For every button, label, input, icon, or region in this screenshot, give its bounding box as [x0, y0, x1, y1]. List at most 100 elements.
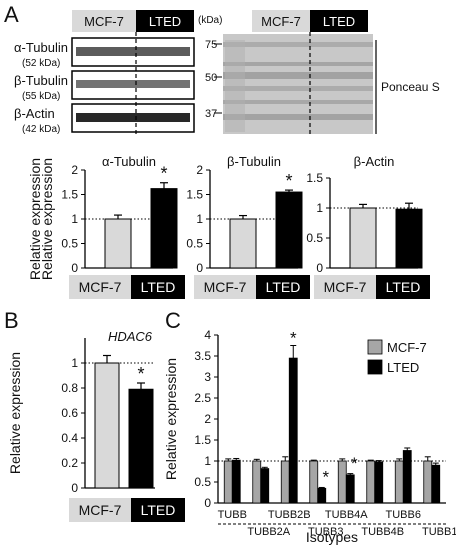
bar-tubb2b-mcf-7 [280, 460, 290, 504]
y-tick-label: 0.8 [61, 381, 78, 395]
category-label: TUBB1 [422, 526, 456, 538]
y-tick-label: 1 [316, 201, 323, 215]
bar-tubb-lted [231, 459, 241, 504]
category-label: MCF-7 [79, 279, 122, 295]
blot-row-label: β-Tubulin [14, 73, 68, 88]
category-pill-lted [256, 275, 310, 299]
y-tick-label: 2 [71, 163, 78, 177]
bar-tubb2a-lted [260, 468, 270, 504]
panel-letter-b: B [4, 308, 19, 333]
y-tick-label: 3.5 [194, 349, 211, 363]
panel-letter-c: C [165, 308, 181, 333]
y-tick-label: 0.5 [61, 237, 78, 251]
bar-tubb6-lted [402, 450, 412, 504]
bar-tubb-mcf-7 [223, 460, 233, 504]
ponceau-mcf7-header: MCF-7 [252, 10, 310, 32]
category-pill-mcf7 [314, 275, 376, 299]
chart-title: HDAC6 [108, 329, 153, 344]
blot-mcf7-header: MCF-7 [72, 10, 136, 32]
ponceau-lted-header: LTED [310, 10, 368, 32]
marker-50: 50 [205, 72, 218, 84]
blot-images [71, 32, 377, 134]
significance-star: * [285, 171, 292, 191]
marker-75: 75 [205, 39, 218, 51]
category-pill-lted [376, 275, 430, 299]
bar-tubb4b-lted [374, 461, 384, 504]
category-pill-lted [131, 498, 185, 522]
bar-tubb4a-lted [345, 474, 355, 504]
category-label: LTED [141, 502, 176, 518]
category-pill-mcf7 [194, 275, 256, 299]
bar-mcf-7 [349, 207, 377, 269]
bar-lted [395, 208, 423, 269]
bar-lted [275, 191, 303, 269]
bar-tubb2a-mcf-7 [252, 460, 262, 504]
y-tick-label: 2 [204, 412, 211, 426]
y-axis-label: Relative expression [163, 358, 179, 480]
category-pill-mcf7 [69, 498, 131, 522]
y-tick-label: 4 [204, 328, 211, 342]
panel-letter-a: A [4, 2, 19, 27]
bar-tubb4a-mcf-7 [337, 460, 347, 504]
category-label: LTED [141, 279, 176, 295]
category-label: MCF-7 [204, 279, 247, 295]
blot-band-alpha-tubulin [71, 37, 195, 67]
significance-star: * [351, 454, 358, 473]
bar-lted [128, 388, 154, 489]
category-label: TUBB2B [268, 509, 311, 521]
significance-star: * [290, 329, 297, 348]
y-tick-label: 1.5 [306, 171, 323, 185]
bar-mcf-7 [94, 362, 120, 489]
blot-row-label: β-Actin [14, 106, 55, 121]
y-tick-label: 1 [196, 212, 203, 226]
y-tick-label: 0 [196, 261, 203, 275]
y-tick-label: 1.5 [194, 433, 211, 447]
bar-tubb3-lted [317, 487, 327, 504]
chart-title: β-Tubulin [227, 154, 281, 169]
category-label: MCF-7 [324, 279, 367, 295]
blot-row-label: α-Tubulin [14, 40, 68, 55]
y-tick-label: 0.5 [194, 475, 211, 489]
y-tick-label: 0.5 [186, 237, 203, 251]
category-label: LTED [266, 279, 301, 295]
category-label: LTED [386, 279, 421, 295]
y-tick-label: 1.5 [186, 188, 203, 202]
y-tick-label: 3 [204, 370, 211, 384]
category-label: MCF-7 [79, 502, 122, 518]
y-tick-label: 0.5 [306, 231, 323, 245]
marker-37: 37 [205, 108, 218, 120]
chart-title: α-Tubulin [102, 154, 156, 169]
bar-tubb2b-lted [288, 357, 298, 504]
bar-tubb6-mcf-7 [394, 460, 404, 504]
y-tick-label: 0 [204, 496, 211, 510]
y-tick-label: 2 [196, 163, 203, 177]
blot-lted-header: LTED [136, 10, 194, 32]
chart-title: β-Actin [354, 154, 395, 169]
x-axis-label: Isotypes [306, 529, 358, 545]
category-label: TUBB [218, 509, 247, 521]
category-label: TUBB6 [386, 509, 421, 521]
blot-band-beta-tubulin [71, 70, 195, 100]
bar-lted [150, 188, 178, 269]
kda-header: (kDa) [198, 15, 223, 26]
legend-label: LTED [387, 360, 419, 375]
y-tick-label: 1 [71, 356, 78, 370]
legend-label: MCF-7 [387, 340, 427, 355]
y-tick-label: 2.5 [194, 391, 211, 405]
bar-tubb1-lted [431, 464, 441, 504]
category-label: TUBB3 [308, 526, 343, 538]
significance-star: * [160, 164, 167, 184]
significance-star: * [137, 364, 144, 384]
category-label: TUBB4A [325, 509, 368, 521]
category-label: TUBB2A [247, 526, 290, 538]
significance-star: * [322, 467, 329, 486]
y-tick-label: 0 [71, 481, 78, 495]
blot-row-kda: (52 kDa) [22, 58, 61, 69]
ponceau-label: Ponceau S [381, 80, 440, 94]
blot-row-kda: (55 kDa) [22, 91, 61, 102]
y-tick-label: 1 [71, 212, 78, 226]
blot-row-kda: (42 kDa) [22, 124, 61, 135]
blot-band-beta-actin [71, 103, 195, 133]
y-tick-label: 1.5 [61, 188, 78, 202]
